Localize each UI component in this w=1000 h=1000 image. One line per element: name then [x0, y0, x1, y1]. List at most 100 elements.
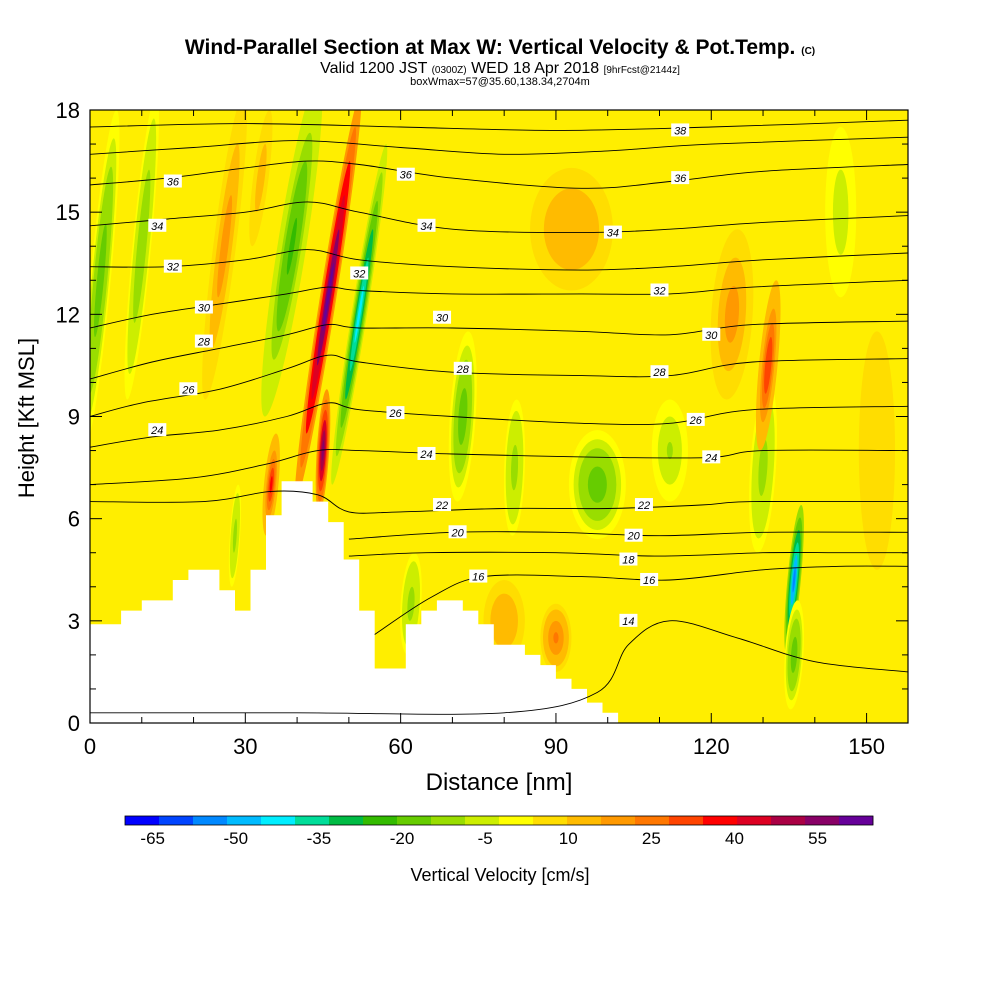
velocity-feature-15	[755, 280, 781, 451]
contour-label-text: 30	[198, 303, 211, 315]
x-tick-label: 0	[84, 734, 96, 759]
colorbar-swatch	[227, 816, 262, 825]
contour-label-text: 16	[472, 572, 485, 584]
contour-label: 18	[619, 552, 638, 567]
contour-label-bg	[433, 498, 452, 512]
contour-label: 36	[396, 167, 415, 182]
theta-contour-24	[90, 448, 908, 486]
contour-label: 32	[650, 283, 669, 297]
x-tick-label: 60	[388, 734, 412, 759]
y-tick-label: 6	[68, 507, 80, 532]
colorbar-tick-label: -20	[390, 829, 415, 848]
colorbar-swatch	[669, 816, 704, 825]
velocity-band	[760, 453, 766, 482]
contour-label-bg	[603, 225, 622, 239]
contour-label-bg	[640, 572, 659, 586]
contour-label-text: 34	[420, 221, 432, 233]
colorbar-tick-labels: -65 -50 -35 -20 -5 10 25 40 55	[140, 829, 827, 848]
velocity-feature-0	[294, 110, 362, 502]
contour-label: 22	[433, 498, 452, 512]
colorbar-tick-label: 10	[559, 829, 578, 848]
theta-contour-32	[90, 249, 908, 271]
contour-label-bg	[624, 528, 643, 542]
contour-label-bg	[148, 423, 167, 437]
velocity-band	[460, 402, 466, 431]
contour-label: 30	[702, 327, 721, 342]
y-tick-label: 18	[56, 98, 80, 123]
contour-label-bg	[650, 283, 669, 297]
theta-contour-24	[90, 402, 908, 448]
y-tick-labels: 0 3 6 9 12 15 18	[56, 98, 80, 736]
contour-label-bg	[671, 123, 690, 137]
terrain	[90, 481, 619, 723]
contour-label-text: 30	[436, 313, 449, 325]
contour-label-bg	[448, 525, 467, 539]
colorbar-swatch	[193, 816, 228, 825]
velocity-band	[138, 220, 145, 272]
contour-label-bg	[396, 167, 415, 181]
colorbar-swatch	[125, 816, 160, 825]
potential-temperature-contours	[90, 119, 908, 715]
velocity-feature-9	[503, 399, 526, 536]
colorbar-swatch	[431, 816, 466, 825]
contour-label-bg	[433, 310, 452, 324]
contour-label-text: 32	[653, 285, 665, 297]
contour-label-text: 26	[388, 408, 402, 420]
velocity-feature-23	[825, 127, 857, 298]
contour-label: 36	[163, 174, 182, 189]
contour-label-bg	[634, 498, 653, 512]
velocity-band	[409, 595, 413, 613]
theta-contour-38	[90, 119, 908, 131]
colorbar-swatch	[635, 816, 670, 825]
velocity-band	[766, 351, 771, 380]
contour-label: 26	[179, 382, 198, 396]
contour-label: 16	[640, 572, 659, 587]
y-tick-label: 9	[68, 405, 80, 430]
contour-label-text: 32	[167, 262, 179, 274]
x-tick-labels: 0 30 60 90 120 150	[84, 734, 885, 759]
contour-label-text: 24	[150, 425, 163, 437]
velocity-band	[564, 218, 579, 240]
velocity-band	[258, 166, 263, 190]
contour-label-bg	[686, 412, 705, 426]
contour-label-bg	[417, 446, 436, 460]
theta-contour-36	[90, 160, 908, 189]
y-tick-label: 12	[56, 302, 80, 327]
contour-label-text: 36	[674, 173, 687, 185]
theta-contour-30	[90, 279, 908, 329]
velocity-band	[286, 217, 298, 275]
colorbar-tick-label: -65	[140, 829, 165, 848]
theta-contour-36	[90, 136, 908, 155]
colorbar-swatch	[397, 816, 432, 825]
contour-label-bg	[163, 174, 182, 188]
contour-label-bg	[671, 171, 690, 185]
contour-label-bg	[194, 300, 213, 314]
contour-label-text: 22	[637, 500, 650, 512]
velocity-band	[792, 567, 796, 593]
contour-label-bg	[702, 327, 721, 341]
contour-label: 32	[163, 259, 182, 274]
colorbar-swatch	[499, 816, 534, 825]
contour-label-bg	[619, 613, 638, 627]
contour-label-text: 34	[151, 221, 163, 233]
contour-labels: 36 34 32 30 28 26 24 36 34 32 30 28 26 24 22 20 16 38 36 34…	[148, 123, 721, 628]
contour-label-text: 38	[674, 125, 687, 137]
forecast-info: [9hrFcst@2144z]	[603, 65, 680, 76]
copyright-mark: (C)	[801, 46, 816, 57]
colorbar-swatch	[533, 816, 568, 825]
contour-label-bg	[179, 382, 198, 396]
contour-label-text: 32	[353, 268, 365, 280]
velocity-feature-14	[784, 600, 805, 710]
velocity-feature-5	[124, 110, 159, 400]
colorbar	[124, 815, 874, 826]
velocity-band	[97, 251, 104, 309]
velocity-feature-7	[249, 110, 273, 247]
velocity-feature-17	[530, 167, 613, 291]
velocity-feature-11	[651, 399, 688, 502]
velocity-feature-13	[784, 505, 804, 655]
contour-label-text: 30	[705, 330, 718, 342]
colorbar-swatch	[805, 816, 840, 825]
velocity-band	[220, 220, 229, 272]
contour-label-text: 14	[622, 616, 634, 628]
